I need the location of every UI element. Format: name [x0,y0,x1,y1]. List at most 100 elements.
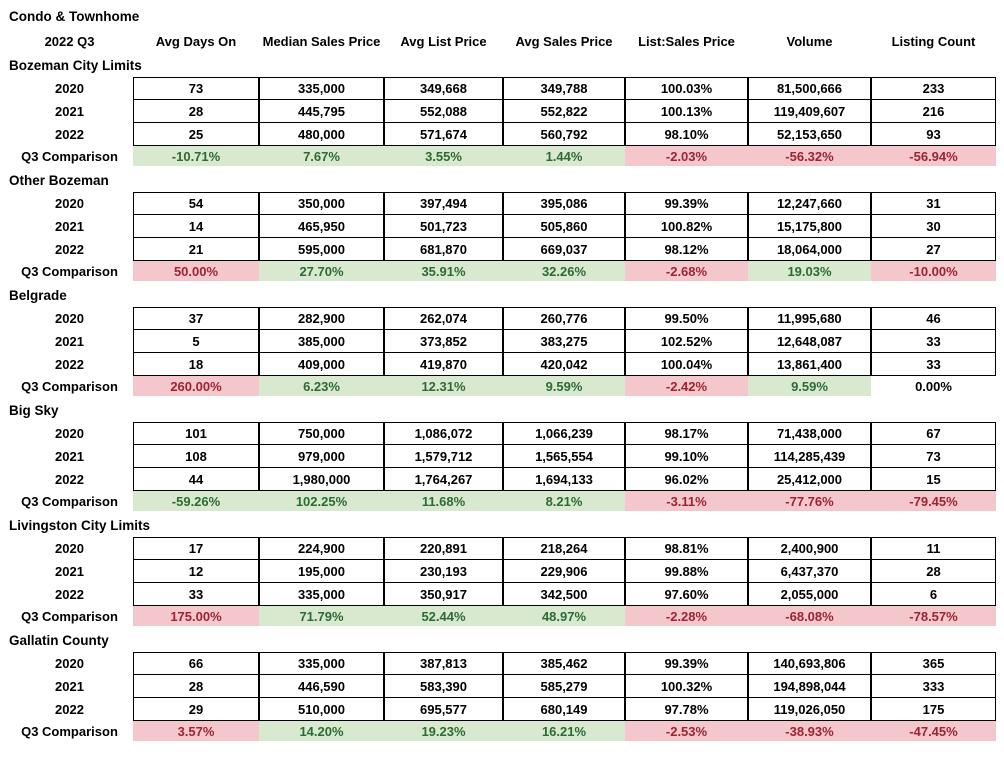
comparison-cell: 3.55% [384,146,503,166]
comparison-cell: -10.71% [133,146,259,166]
data-cell: 11,995,680 [748,307,871,330]
comparison-cell: 12.31% [384,376,503,396]
comparison-cell: 3.57% [133,721,259,741]
data-cell: 97.60% [625,582,748,606]
data-cell: 571,674 [384,122,503,146]
year-row: 2021 108 979,000 1,579,712 1,565,554 99.10% 11… [6,444,999,468]
data-cell: 342,500 [503,582,625,606]
column-header-list-sales-price: List:Sales Price [638,34,735,49]
data-cell: 979,000 [259,444,384,468]
data-cell: 224,900 [259,537,384,560]
year-row: 2022 29 510,000 695,577 680,149 97.78% 119,026… [6,697,999,721]
data-cell: 585,279 [503,674,625,698]
data-cell: 100.82% [625,214,748,238]
comparison-cell: -2.68% [625,261,748,281]
region-section: Livingston City Limits 2020 17 224,900 220,8… [6,518,999,626]
data-cell: 1,980,000 [259,467,384,491]
report-title: Condo & Townhome [9,9,140,24]
comparison-cell: -2.53% [625,721,748,741]
data-cell: 11 [871,537,996,560]
year-label: 2020 [55,426,84,441]
data-cell: 230,193 [384,559,503,583]
column-header-volume: Volume [786,34,833,49]
report-sheet: Condo & Townhome 2022 Q3 Avg Days On Med… [6,9,999,741]
data-cell: 385,000 [259,329,384,353]
comparison-row: Q3 Comparison 3.57% 14.20% 19.23% 16.21% -2.5… [6,721,999,741]
data-cell: 552,822 [503,99,625,123]
data-cell: 73 [871,444,996,468]
data-cell: 28 [133,99,259,123]
data-cell: 6 [871,582,996,606]
data-cell: 1,066,239 [503,422,625,445]
data-cell: 18 [133,352,259,376]
year-row: 2022 44 1,980,000 1,764,267 1,694,133 96.02% 2… [6,467,999,491]
comparison-cell: 19.03% [748,261,871,281]
data-cell: 195,000 [259,559,384,583]
data-cell: 12,648,087 [748,329,871,353]
comparison-cell: 9.59% [748,376,871,396]
comparison-cell: 11.68% [384,491,503,511]
data-cell: 480,000 [259,122,384,146]
year-row: 2020 66 335,000 387,813 385,462 99.39% 140,693… [6,652,999,675]
data-cell: 349,668 [384,77,503,100]
data-cell: 97.78% [625,697,748,721]
comparison-cell: 260.00% [133,376,259,396]
data-cell: 583,390 [384,674,503,698]
data-cell: 100.13% [625,99,748,123]
region-section: Big Sky 2020 101 750,000 1,086,072 1,066,239 9… [6,403,999,511]
data-cell: 73 [133,77,259,100]
comparison-row: Q3 Comparison 50.00% 27.70% 35.91% 32.26% -2.… [6,261,999,281]
data-cell: 350,000 [259,192,384,215]
comparison-cell: 27.70% [259,261,384,281]
comparison-cell: 19.23% [384,721,503,741]
data-cell: 681,870 [384,237,503,261]
year-label: 2021 [55,334,84,349]
data-cell: 220,891 [384,537,503,560]
data-cell: 114,285,439 [748,444,871,468]
comparison-cell: 52.44% [384,606,503,626]
data-cell: 13,861,400 [748,352,871,376]
year-row: 2021 12 195,000 230,193 229,906 99.88% 6,437,3… [6,559,999,583]
year-row: 2022 33 335,000 350,917 342,500 97.60% 2,055,0… [6,582,999,606]
comparison-cell: -2.03% [625,146,748,166]
comparison-cell: -78.57% [871,606,996,626]
year-label: 2021 [55,679,84,694]
data-cell: 102.52% [625,329,748,353]
data-cell: 350,917 [384,582,503,606]
data-cell: 100.04% [625,352,748,376]
comparison-cell: 0.00% [915,378,952,394]
comparison-cell: -47.45% [871,721,996,741]
comparison-cell: 175.00% [133,606,259,626]
data-cell: 1,694,133 [503,467,625,491]
data-cell: 419,870 [384,352,503,376]
data-cell: 6,437,370 [748,559,871,583]
year-label: 2021 [55,104,84,119]
period-label: 2022 Q3 [44,34,95,49]
comparison-cell: 48.97% [503,606,625,626]
data-cell: 385,462 [503,652,625,675]
data-cell: 100.03% [625,77,748,100]
column-header-row: 2022 Q3 Avg Days On Median Sales Price A… [6,32,999,51]
data-cell: 2,055,000 [748,582,871,606]
data-cell: 25,412,000 [748,467,871,491]
data-cell: 71,438,000 [748,422,871,445]
data-cell: 44 [133,467,259,491]
comparison-cell: 16.21% [503,721,625,741]
data-cell: 119,409,607 [748,99,871,123]
year-label: 2020 [55,311,84,326]
data-cell: 33 [871,352,996,376]
comparison-label: Q3 Comparison [21,263,118,279]
data-cell: 99.50% [625,307,748,330]
data-cell: 349,788 [503,77,625,100]
data-cell: 218,264 [503,537,625,560]
data-cell: 387,813 [384,652,503,675]
data-cell: 101 [133,422,259,445]
year-row: 2021 28 446,590 583,390 585,279 100.32% 194,89… [6,674,999,698]
data-cell: 335,000 [259,582,384,606]
year-row: 2022 18 409,000 419,870 420,042 100.04% 13,861… [6,352,999,376]
year-row: 2020 73 335,000 349,668 349,788 100.03% 81,500… [6,77,999,100]
data-cell: 750,000 [259,422,384,445]
data-cell: 229,906 [503,559,625,583]
year-label: 2022 [55,242,84,257]
data-cell: 445,795 [259,99,384,123]
